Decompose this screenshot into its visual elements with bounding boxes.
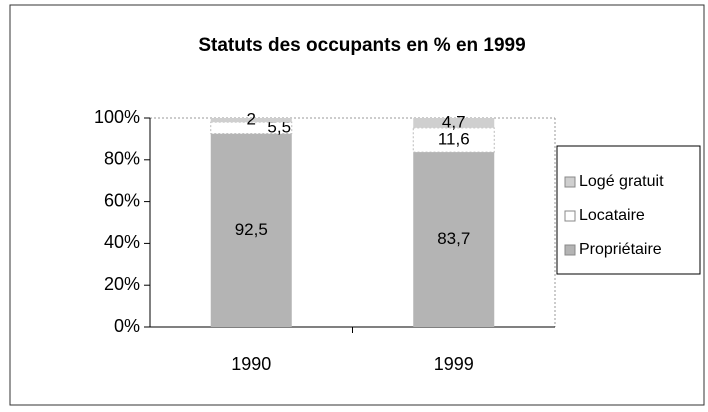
bar-segment <box>412 127 495 153</box>
legend-swatch <box>564 244 576 256</box>
data-label: 11,6 <box>438 129 470 148</box>
data-label: 4,7 <box>442 112 466 131</box>
legend-label: Logé gratuit <box>579 173 664 190</box>
x-tick-label: 1999 <box>434 354 474 374</box>
y-tick-label: 20% <box>104 274 140 294</box>
bar-segment <box>210 133 292 327</box>
legend-label: Locataire <box>579 207 645 224</box>
bar-segment <box>413 118 495 128</box>
data-label: 92,5 <box>235 220 268 239</box>
legend-swatch <box>564 176 576 188</box>
bar-segment <box>413 152 495 327</box>
data-label: 83,7 <box>437 229 470 248</box>
chart-title: Statuts des occupants en % en 1999 <box>198 35 525 56</box>
y-tick-label: 60% <box>104 190 140 210</box>
y-tick-label: 80% <box>104 149 140 169</box>
data-label: 2 <box>247 110 256 129</box>
y-tick-label: 0% <box>114 316 140 336</box>
legend-swatch <box>564 210 576 222</box>
bar-segment <box>210 118 292 123</box>
x-tick-label: 1990 <box>231 354 271 374</box>
legend-label: Propriétaire <box>579 241 662 258</box>
legend-box <box>556 145 701 275</box>
y-tick-label: 40% <box>104 232 140 252</box>
y-tick-label: 100% <box>94 107 140 127</box>
